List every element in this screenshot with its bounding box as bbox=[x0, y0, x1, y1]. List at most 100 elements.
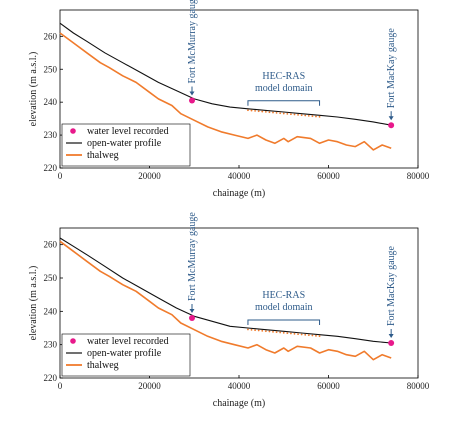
legend-box bbox=[61, 123, 191, 167]
x-axis-label: chainage (m) bbox=[213, 188, 265, 199]
water-level-point bbox=[388, 340, 395, 346]
water-level-point bbox=[189, 315, 196, 321]
chart-top: 0 20000 40000 60000 80000 220 230 240 250 260 chai… bbox=[28, 0, 430, 199]
hec-ras-label-2: model domain bbox=[255, 83, 313, 94]
hec-ras-bracket bbox=[247, 100, 321, 106]
domain-section-marker bbox=[297, 113, 299, 116]
y-tick-label: 230 bbox=[44, 130, 58, 140]
domain-section-marker bbox=[290, 113, 292, 116]
domain-section-marker bbox=[282, 112, 285, 115]
domain-section-marker bbox=[250, 328, 253, 331]
legend-label: thalweg bbox=[87, 150, 119, 161]
x-tick-label: 80000 bbox=[407, 171, 430, 181]
legend-label: open-water profile bbox=[87, 348, 162, 359]
domain-section-marker bbox=[307, 334, 310, 337]
domain-section-marker bbox=[304, 114, 307, 117]
y-axis-label: elevation (m a.s.l.) bbox=[28, 52, 39, 127]
chart-bottom: 0 20000 40000 60000 80000 220 230 240 250 260 chai… bbox=[28, 212, 430, 409]
domain-section-marker bbox=[257, 110, 260, 113]
x-tick-label: 0 bbox=[58, 381, 63, 391]
fort-mcmurray-arrowhead bbox=[189, 91, 195, 96]
hec-ras-label-2: model domain bbox=[255, 302, 313, 313]
y-tick-label: 240 bbox=[44, 97, 58, 107]
domain-section-marker bbox=[293, 332, 296, 335]
domain-section-marker bbox=[268, 330, 271, 333]
domain-section-marker bbox=[247, 328, 249, 331]
legend-swatch-water-level bbox=[70, 128, 76, 134]
legend-label: open-water profile bbox=[87, 138, 162, 149]
y-tick-label: 220 bbox=[44, 373, 58, 383]
domain-section-marker bbox=[272, 111, 274, 114]
domain-section-marker bbox=[247, 109, 249, 112]
legend-label: water level recorded bbox=[87, 126, 169, 137]
hec-ras-bracket bbox=[247, 319, 321, 325]
x-tick-label: 80000 bbox=[407, 381, 430, 391]
domain-section-marker bbox=[264, 330, 267, 333]
domain-section-marker bbox=[311, 115, 314, 118]
domain-section-marker bbox=[279, 331, 282, 334]
domain-section-marker bbox=[264, 110, 267, 113]
domain-section-marker bbox=[254, 329, 257, 332]
series-thalweg-line bbox=[59, 240, 392, 361]
y-tick-label: 260 bbox=[44, 31, 58, 41]
fort-mackay-arrowhead bbox=[388, 334, 394, 338]
y-tick-label: 230 bbox=[44, 340, 58, 350]
domain-section-marker bbox=[304, 333, 307, 336]
domain-section-marker bbox=[315, 115, 317, 118]
y-axis-label: elevation (m a.s.l.) bbox=[28, 266, 39, 341]
fort-mcmurray-label: Fort McMurray gauge bbox=[187, 212, 198, 301]
y-tick-label: 250 bbox=[44, 273, 58, 283]
series-thalweg-line bbox=[59, 32, 392, 151]
y-tick-label: 240 bbox=[44, 306, 58, 316]
domain-section-marker bbox=[272, 330, 274, 333]
domain-section-marker bbox=[300, 333, 303, 336]
domain-section-marker bbox=[315, 334, 317, 337]
x-tick-label: 20000 bbox=[138, 381, 161, 391]
fort-mackay-label: Fort MacKay gauge bbox=[386, 245, 397, 326]
domain-section-marker bbox=[279, 112, 282, 115]
domain-section-marker bbox=[293, 113, 296, 116]
domain-section-marker bbox=[275, 111, 278, 114]
domain-section-marker bbox=[261, 110, 264, 113]
x-axis-label: chainage (m) bbox=[213, 398, 265, 409]
x-tick-label: 60000 bbox=[317, 381, 340, 391]
legend-swatch-water-level bbox=[70, 338, 76, 344]
fort-mcmurray-label: Fort McMurray gauge bbox=[187, 0, 198, 84]
domain-section-marker bbox=[257, 329, 260, 332]
fort-mackay-arrowhead bbox=[388, 116, 394, 121]
domain-section-marker bbox=[300, 114, 303, 117]
y-tick-label: 220 bbox=[44, 163, 58, 173]
legend-label: thalweg bbox=[87, 360, 119, 371]
domain-section-marker bbox=[286, 332, 289, 335]
water-level-point bbox=[388, 122, 395, 129]
domain-section-marker bbox=[297, 333, 299, 336]
hec-ras-label: HEC-RAS bbox=[262, 290, 305, 301]
hec-ras-label: HEC-RAS bbox=[262, 71, 305, 82]
fort-mackay-label: Fort MacKay gauge bbox=[386, 28, 397, 109]
domain-section-marker bbox=[282, 331, 285, 334]
series-open-water-line bbox=[59, 237, 392, 344]
domain-section-marker bbox=[311, 334, 314, 337]
fort-mcmurray-arrowhead bbox=[189, 309, 195, 313]
x-tick-label: 40000 bbox=[228, 171, 251, 181]
y-tick-label: 260 bbox=[44, 240, 58, 250]
domain-section-marker bbox=[318, 115, 321, 118]
x-tick-label: 40000 bbox=[228, 381, 251, 391]
series-open-water-line bbox=[59, 22, 392, 126]
domain-section-marker bbox=[275, 331, 278, 334]
y-tick-label: 250 bbox=[44, 64, 58, 74]
x-tick-label: 60000 bbox=[317, 171, 340, 181]
water-level-point bbox=[189, 97, 196, 104]
domain-section-marker bbox=[261, 329, 264, 332]
domain-section-marker bbox=[307, 114, 310, 117]
domain-section-marker bbox=[286, 112, 289, 115]
domain-section-marker bbox=[318, 335, 321, 338]
x-tick-label: 0 bbox=[58, 171, 63, 181]
domain-section-marker bbox=[290, 332, 292, 335]
legend-box bbox=[61, 333, 191, 377]
legend-label: water level recorded bbox=[87, 336, 169, 347]
domain-section-marker bbox=[250, 109, 253, 112]
x-tick-label: 20000 bbox=[138, 171, 161, 181]
domain-section-marker bbox=[268, 111, 271, 114]
